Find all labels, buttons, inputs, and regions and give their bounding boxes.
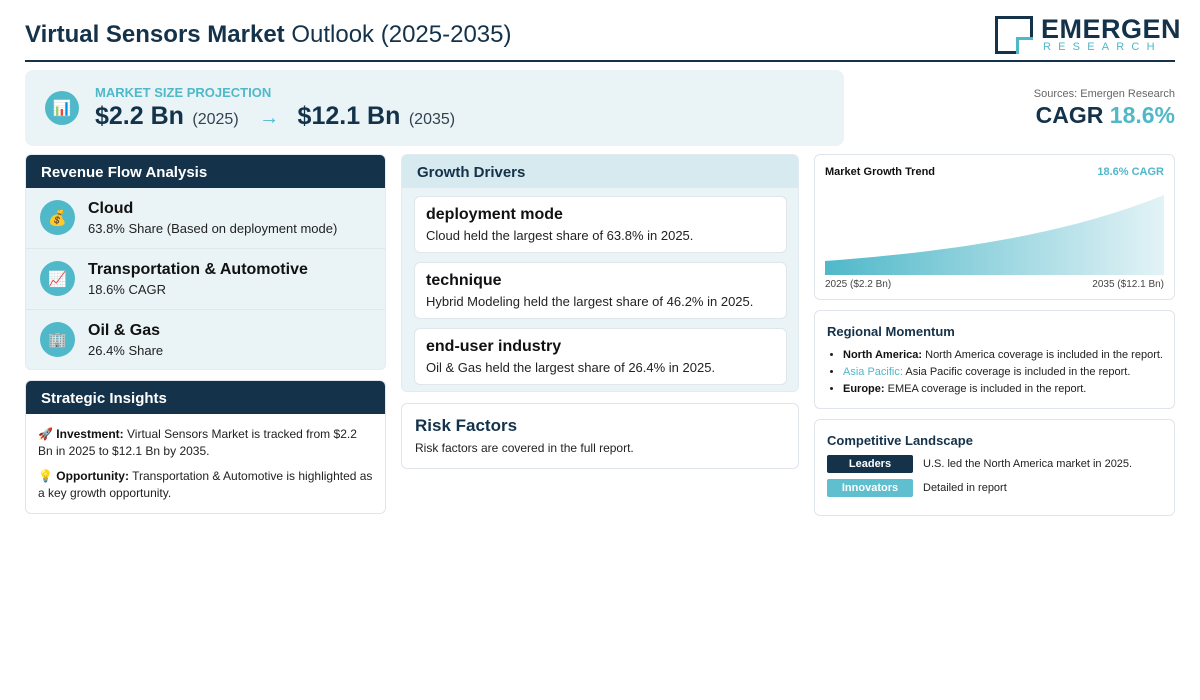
rocket-icon: 🚀 bbox=[38, 427, 53, 441]
competitive-row-text: U.S. led the North America market in 202… bbox=[923, 458, 1133, 470]
region-label: Asia Pacific: bbox=[843, 366, 903, 378]
projection-start-year: (2025) bbox=[192, 111, 239, 128]
revenue-item: 📈 Transportation & Automotive 18.6% CAGR bbox=[26, 249, 385, 310]
projection-label: MARKET SIZE PROJECTION bbox=[95, 85, 272, 100]
projection-values: $2.2 Bn (2025) → $12.1 Bn (2035) bbox=[95, 102, 455, 131]
region-text: EMEA coverage is included in the report. bbox=[887, 383, 1087, 395]
page-title: Virtual Sensors Market Outlook (2025-203… bbox=[25, 21, 511, 49]
innovators-badge: Innovators bbox=[827, 479, 913, 497]
risk-factors-card: Risk Factors Risk factors are covered in… bbox=[401, 403, 799, 469]
logo-sub: RESEARCH bbox=[1043, 41, 1162, 53]
trend-start-label: 2025 ($2.2 Bn) bbox=[825, 279, 892, 290]
projection-end-year: (2035) bbox=[408, 111, 456, 128]
page-header: Virtual Sensors Market Outlook (2025-203… bbox=[25, 12, 1181, 62]
chart-increasing-icon: 📈 bbox=[40, 261, 75, 296]
trend-cagr-badge: 18.6% CAGR bbox=[1097, 166, 1164, 178]
logo-word: EMERGEN bbox=[1041, 14, 1182, 44]
revenue-flow-title: Revenue Flow Analysis bbox=[26, 155, 385, 188]
revenue-item: 🏢 Oil & Gas 26.4% Share bbox=[26, 310, 385, 369]
office-building-icon: 🏢 bbox=[40, 322, 75, 357]
money-bag-icon: 💰 bbox=[40, 200, 75, 235]
competitive-landscape-title: Competitive Landscape bbox=[827, 433, 973, 448]
trend-area-chart bbox=[825, 195, 1164, 275]
revenue-item-name: Transportation & Automotive bbox=[88, 261, 308, 278]
regional-momentum-card: Regional Momentum North America: North A… bbox=[814, 310, 1175, 409]
risk-factors-desc: Risk factors are covered in the full rep… bbox=[415, 441, 634, 455]
insight-label: Opportunity: bbox=[56, 469, 129, 483]
region-label: North America: bbox=[843, 349, 923, 361]
projection-start-value: $2.2 Bn bbox=[95, 102, 184, 130]
revenue-flow-card: Revenue Flow Analysis 💰 Cloud 63.8% Shar… bbox=[25, 154, 386, 370]
revenue-item-name: Oil & Gas bbox=[88, 322, 161, 339]
region-label: Europe: bbox=[843, 383, 885, 395]
cagr-value: 18.6% bbox=[1109, 102, 1175, 128]
cagr-label: CAGR bbox=[1035, 102, 1104, 128]
driver-desc: Oil & Gas held the largest share of 26.4… bbox=[426, 360, 716, 375]
emergen-logo: EMERGEN RESEARCH bbox=[995, 14, 1181, 56]
competitive-landscape-card: Competitive Landscape Leaders U.S. led t… bbox=[814, 419, 1175, 516]
regional-list: North America: North America coverage is… bbox=[843, 348, 1163, 399]
strategic-insights-title: Strategic Insights bbox=[26, 381, 385, 414]
trend-end-label: 2035 ($12.1 Bn) bbox=[1092, 279, 1164, 290]
insight-item: 💡 Opportunity: Transportation & Automoti… bbox=[38, 468, 373, 502]
regional-momentum-title: Regional Momentum bbox=[827, 324, 955, 339]
competitive-row-text: Detailed in report bbox=[923, 482, 1007, 494]
trend-area bbox=[825, 195, 1164, 275]
driver-title: technique bbox=[426, 272, 502, 289]
risk-factors-title: Risk Factors bbox=[415, 416, 518, 435]
page-title-rest: Outlook (2025-2035) bbox=[291, 21, 512, 48]
region-item: North America: North America coverage is… bbox=[843, 348, 1163, 362]
insight-text: Virtual Sensors Market is tracked from $… bbox=[38, 427, 357, 458]
competitive-row: Innovators Detailed in report bbox=[827, 479, 1167, 497]
insight-item: 🚀 Investment: Virtual Sensors Market is … bbox=[38, 426, 373, 460]
driver-desc: Cloud held the largest share of 63.8% in… bbox=[426, 228, 694, 243]
driver-item: end-user industry Oil & Gas held the lar… bbox=[414, 328, 787, 385]
revenue-item: 💰 Cloud 63.8% Share (Based on deployment… bbox=[26, 188, 385, 249]
strategic-insights-card: Strategic Insights 🚀 Investment: Virtual… bbox=[25, 380, 386, 514]
logo-mark-icon bbox=[995, 16, 1033, 54]
cagr-summary: Sources: Emergen Research CAGR 18.6% bbox=[1034, 88, 1175, 129]
revenue-item-desc: 26.4% Share bbox=[88, 343, 164, 358]
insight-label: Investment: bbox=[56, 427, 124, 441]
driver-title: end-user industry bbox=[426, 338, 562, 355]
revenue-item-desc: 63.8% Share (Based on deployment mode) bbox=[88, 221, 338, 236]
growth-drivers-title: Growth Drivers bbox=[402, 155, 798, 188]
trend-title: Market Growth Trend bbox=[825, 166, 936, 178]
leaders-badge: Leaders bbox=[827, 455, 913, 473]
competitive-row: Leaders U.S. led the North America marke… bbox=[827, 455, 1167, 473]
region-text: North America coverage is included in th… bbox=[925, 349, 1163, 361]
page-title-bold: Virtual Sensors Market bbox=[25, 21, 285, 48]
insight-text: Transportation & Automotive is highlight… bbox=[38, 469, 373, 500]
region-item: Asia Pacific: Asia Pacific coverage is i… bbox=[843, 365, 1163, 379]
right-arrow-icon: → bbox=[259, 107, 280, 129]
cagr-headline: CAGR 18.6% bbox=[1034, 102, 1175, 129]
market-size-projection: 📊 MARKET SIZE PROJECTION $2.2 Bn (2025) … bbox=[25, 70, 844, 146]
driver-title: deployment mode bbox=[426, 206, 563, 223]
driver-item: deployment mode Cloud held the largest s… bbox=[414, 196, 787, 253]
driver-item: technique Hybrid Modeling held the large… bbox=[414, 262, 787, 319]
sources-text: Sources: Emergen Research bbox=[1033, 88, 1175, 100]
projection-end-value: $12.1 Bn bbox=[297, 102, 401, 130]
region-text: Asia Pacific coverage is included in the… bbox=[905, 366, 1131, 378]
driver-desc: Hybrid Modeling held the largest share o… bbox=[426, 294, 754, 309]
light-bulb-icon: 💡 bbox=[38, 469, 53, 483]
growth-drivers-card: Growth Drivers deployment mode Cloud hel… bbox=[401, 154, 799, 392]
bar-chart-icon: 📊 bbox=[45, 91, 79, 125]
revenue-item-name: Cloud bbox=[88, 200, 134, 217]
region-item: Europe: EMEA coverage is included in the… bbox=[843, 382, 1163, 396]
revenue-item-desc: 18.6% CAGR bbox=[88, 282, 167, 297]
market-growth-trend-card: Market Growth Trend 18.6% CAGR 2025 ($2.… bbox=[814, 154, 1175, 300]
